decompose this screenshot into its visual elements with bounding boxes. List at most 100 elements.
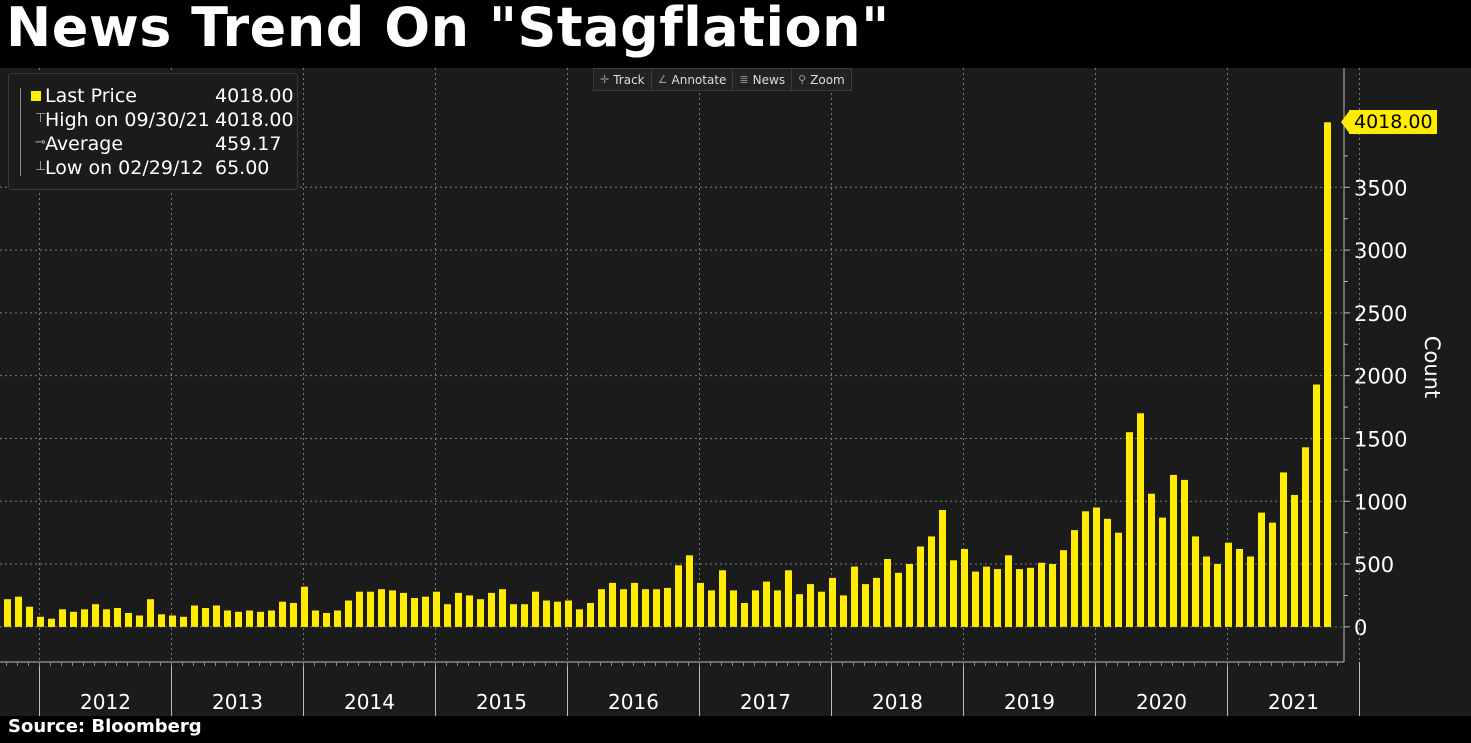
bar [279,601,286,627]
bar [587,603,594,627]
bar [532,591,539,627]
last-price-swatch [31,91,41,101]
bar [510,604,517,627]
bar [1313,384,1320,627]
bar [917,546,924,627]
bar [400,592,407,627]
bar [1159,517,1166,627]
y-tick-label: 1500 [1354,427,1407,451]
x-tick-label: 2019 [1004,690,1055,714]
bar [312,610,319,627]
x-axis-area [0,662,1344,716]
bar [554,601,561,627]
bar [565,600,572,627]
annotate-button[interactable]: ∠ Annotate [652,69,734,90]
legend-value-average: 459.17 [215,133,282,155]
x-tick-label: 2013 [212,690,263,714]
bar [477,599,484,627]
bar [1236,549,1243,627]
bar [686,555,693,627]
bar [840,595,847,627]
bar [983,566,990,627]
x-tick-label: 2021 [1268,690,1319,714]
y-axis-area [1344,68,1471,716]
bar [235,611,242,627]
bar [928,536,935,627]
zoom-label: Zoom [810,72,845,87]
bar [92,604,99,627]
bar [576,609,583,627]
bar [81,609,88,627]
bar [807,584,814,627]
bar [367,591,374,627]
x-tick-label: 2020 [1136,690,1187,714]
bar [1016,569,1023,627]
track-button[interactable]: ✛ Track [594,69,652,90]
bar [1302,447,1309,627]
news-button[interactable]: ≣ News [733,69,793,90]
x-tick-label: 2014 [344,690,395,714]
bar [15,596,22,627]
bar [884,559,891,627]
y-tick-label: 1000 [1354,490,1407,514]
bar [785,570,792,627]
bar [741,603,748,627]
bar [1005,555,1012,627]
bar [818,591,825,627]
zoom-button[interactable]: ⚲ Zoom [792,69,851,90]
bar [1126,432,1133,627]
bar [1071,530,1078,627]
bar [697,582,704,627]
bar [1324,122,1331,627]
last-value-label: 4018.00 [1349,110,1437,135]
source-note: Source: Bloomberg [8,716,202,737]
bar [1214,564,1221,627]
legend-value-high: 4018.00 [215,109,294,131]
legend-label-high: High on 09/30/21 [45,109,210,131]
x-tick-label: 2016 [608,690,659,714]
bar [37,616,44,627]
bar [356,591,363,627]
bar [972,571,979,627]
bar [994,569,1001,627]
bar [48,618,55,627]
bar [70,611,77,627]
x-tick-label: 2018 [872,690,923,714]
bar [169,615,176,627]
crosshair-icon: ✛ [600,73,610,86]
y-tick-label: 2500 [1354,302,1407,326]
news-label: News [752,72,786,87]
bar [1192,536,1199,627]
y-tick-label: 3000 [1354,239,1407,263]
bar [1258,512,1265,627]
y-tick-label: 500 [1354,553,1394,577]
y-tick-label: 2000 [1354,365,1407,389]
bar [1137,413,1144,627]
bar [829,577,836,627]
bar [1225,542,1232,627]
bar [763,581,770,627]
bar [1203,556,1210,627]
bar [378,589,385,627]
average-marker-icon: ⊸ [35,135,46,150]
bar [1082,511,1089,627]
bar [257,611,264,627]
bar [851,566,858,627]
bar [103,609,110,627]
news-icon: ≣ [739,73,749,86]
bar [1291,495,1298,627]
bar [642,589,649,627]
bar [180,616,187,627]
x-tick-label: 2015 [476,690,527,714]
x-tick-label: 2012 [80,690,131,714]
bar [1049,564,1056,627]
bar [708,590,715,627]
bar [774,590,781,627]
bar [1247,556,1254,627]
bar [862,584,869,627]
bar [730,590,737,627]
bar [224,610,231,627]
bar [213,605,220,627]
bar [411,598,418,627]
